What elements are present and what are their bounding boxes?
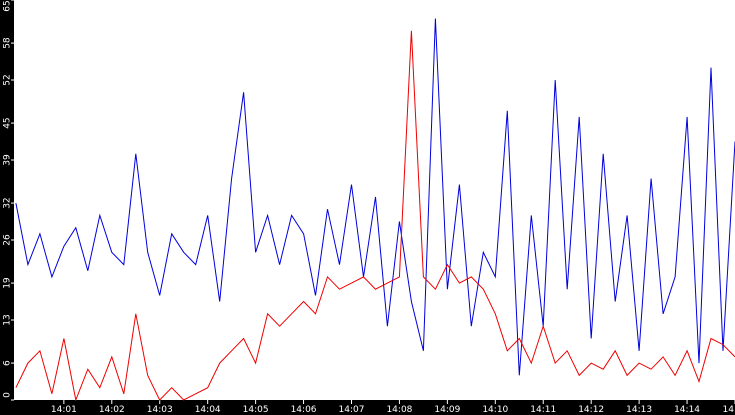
x-tick-label: 14:13 xyxy=(626,405,652,415)
y-tick-label: 26 xyxy=(3,234,13,246)
y-tick-label: 45 xyxy=(3,117,13,128)
x-tick-label: 14:03 xyxy=(147,405,173,415)
y-tick-label: 13 xyxy=(3,314,13,325)
x-tick-label: 14:12 xyxy=(578,405,604,415)
y-tick-label: 32 xyxy=(3,197,13,208)
x-tick-label: 14:02 xyxy=(99,405,125,415)
y-tick-label: 39 xyxy=(3,154,13,166)
series-line xyxy=(15,30,735,402)
y-tick-label: 58 xyxy=(3,37,13,49)
y-tick-label: 52 xyxy=(3,74,13,85)
x-tick-label: 14:07 xyxy=(339,405,365,415)
y-tick-label: 65 xyxy=(3,0,13,11)
x-tick-label: 14 xyxy=(723,405,735,415)
y-tick-label: 6 xyxy=(3,360,13,366)
x-tick-label: 14:11 xyxy=(530,405,556,415)
y-tick-label: 0 xyxy=(3,392,13,398)
y-axis-strip xyxy=(0,0,14,415)
x-tick-label: 14:01 xyxy=(51,405,77,415)
x-tick-label: 14:14 xyxy=(674,405,700,415)
x-axis-strip xyxy=(0,400,735,415)
x-tick-label: 14:05 xyxy=(243,405,269,415)
x-tick-label: 14:04 xyxy=(195,405,221,415)
x-tick-label: 14:09 xyxy=(434,405,460,415)
x-tick-label: 14:10 xyxy=(482,405,508,415)
x-tick-label: 14:06 xyxy=(291,405,317,415)
series-line xyxy=(15,18,735,376)
x-tick-label: 14:08 xyxy=(386,405,412,415)
y-tick-label: 19 xyxy=(3,277,13,289)
